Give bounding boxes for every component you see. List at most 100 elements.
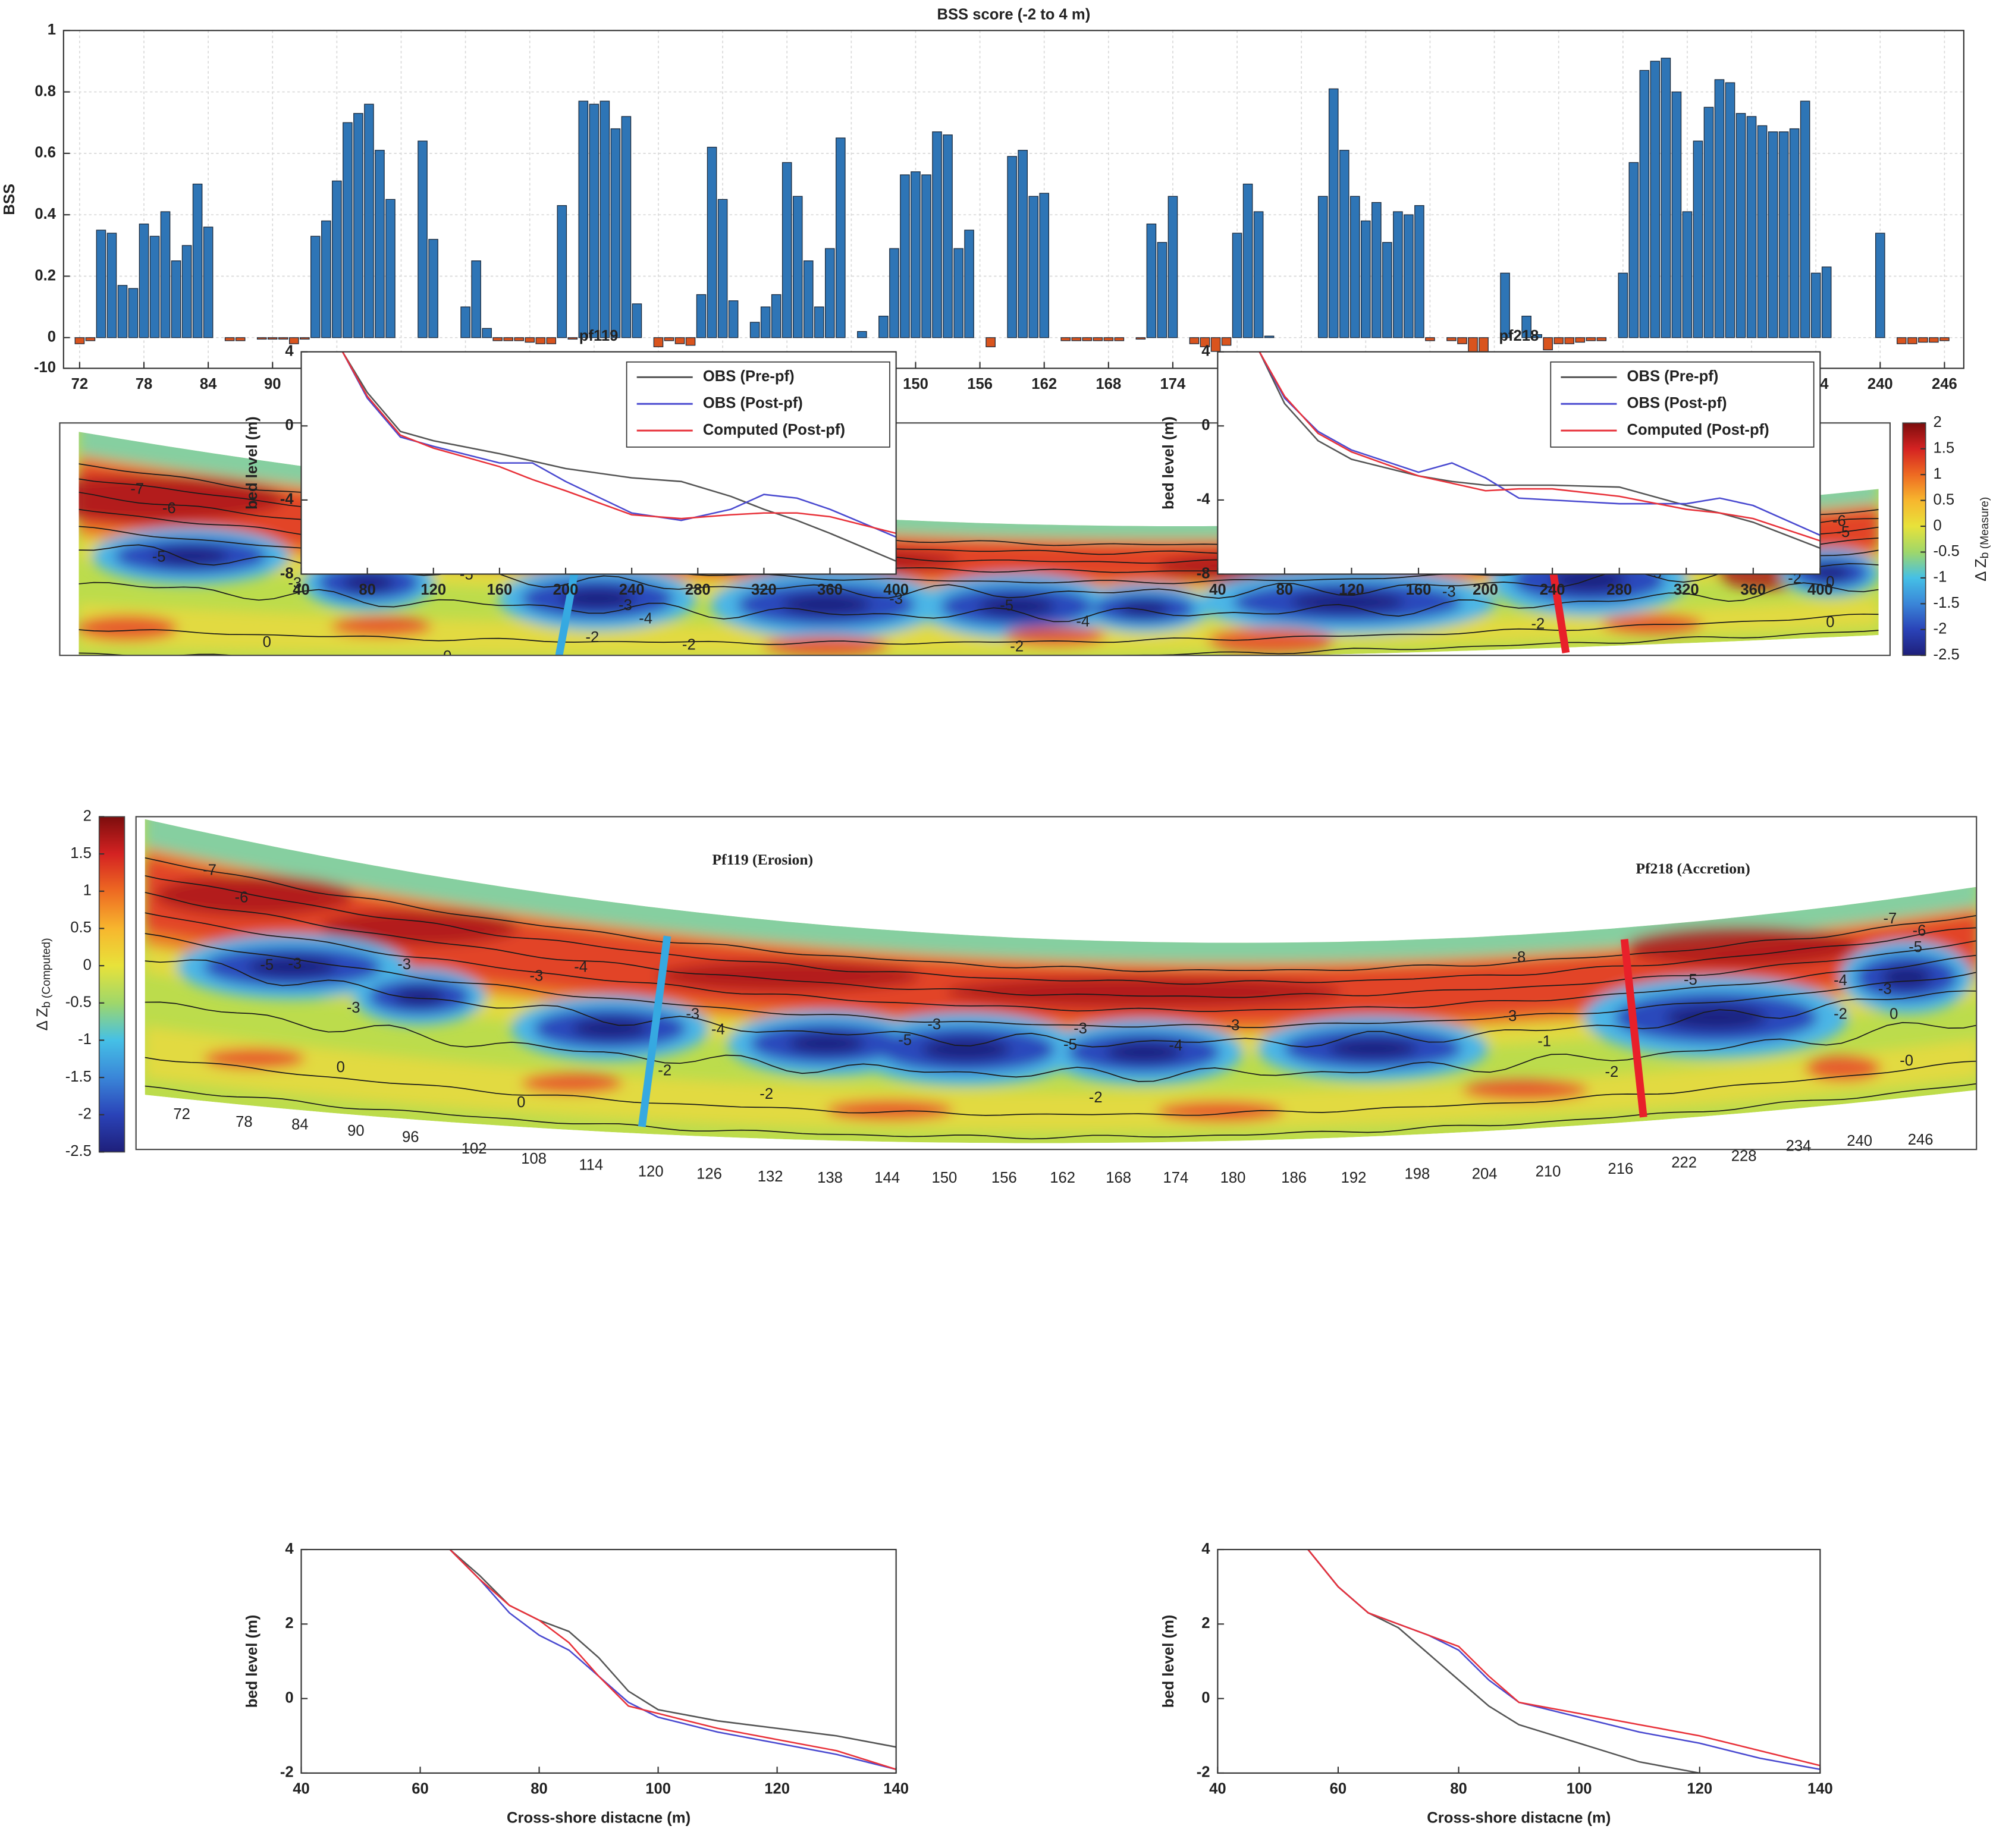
bar [1382,242,1392,338]
bar [375,150,385,338]
bar [106,232,117,338]
bar [632,303,642,338]
contour-label: -4 [574,958,588,975]
y-tick-label: 0.8 [34,83,56,99]
bar [1414,205,1424,338]
contour-line [79,630,1879,656]
bar [1543,337,1553,351]
contour-label: -5 [1836,524,1850,540]
x-tick-label: 320 [751,582,777,598]
y-tick-label: 4 [285,1541,294,1557]
bar [1778,131,1789,338]
axes: -2 0 2 4 40 60 80 100 120 140 [1197,1541,1833,1797]
contour-label: -5 [260,957,274,973]
bar [567,337,578,340]
series-line [1258,351,1821,536]
axes-frame [300,351,897,575]
contour-label: -3 [927,1016,941,1033]
bar [1575,337,1586,343]
bar [546,337,557,344]
bar [1596,337,1607,341]
series-line [1258,351,1821,542]
y-tick-label: -2 [1197,1764,1210,1781]
bar [953,248,963,338]
bar [535,337,546,344]
bar [428,238,438,338]
colorbar-tick-label: 0.5 [1934,491,1955,508]
bar [1500,272,1510,338]
map-blob [1328,1038,1417,1059]
bar [224,337,235,341]
bar [1532,334,1542,338]
colorbar-label-sub: b (Computed) [40,938,53,1007]
x-tick-label: 40 [293,582,310,598]
colorbar-tick-label: -2 [78,1106,92,1123]
profile-tick-label: 162 [1050,1170,1075,1186]
profile-tick-label: 228 [1731,1148,1757,1165]
axes-frame [300,1548,897,1774]
x-tick-label: 120 [764,1781,790,1797]
bar [514,337,525,341]
bar [1157,242,1167,338]
x-tick-label: 400 [1807,582,1833,598]
bar [1661,58,1671,338]
profile-tick-label: 168 [1106,1170,1131,1186]
map-blob [1625,926,1857,967]
map-blob [394,988,445,1006]
bar [1103,337,1114,341]
x-tick-label: 140 [883,1781,909,1797]
contour-label: -3 [529,968,543,985]
map-blob [921,1038,1011,1061]
x-tick-label: 150 [903,376,928,392]
x-tick-label: 240 [1868,376,1893,392]
bar [267,337,278,340]
map-blob [1290,592,1405,612]
colorbar-label-main: Δ Z [1973,558,1989,581]
contour-line [145,857,1977,972]
map-blob [826,1099,953,1120]
bar [492,337,503,341]
bar [1586,337,1596,341]
bar [160,211,171,338]
x-tick-label: 360 [817,582,843,598]
profile-tick-label: 126 [696,1166,722,1183]
colorbar-tick-label: 1 [1934,466,1942,482]
x-tick-label: 80 [531,1781,548,1797]
y-tick-label: 4 [1201,1541,1210,1557]
map-blob [1207,627,1335,653]
contour-label: -5 [1000,597,1013,614]
profile-tick-label: 246 [1908,1132,1934,1148]
y-tick-label: -10 [34,359,56,376]
x-tick-label: 156 [967,376,993,392]
profile-tick-label: 108 [521,1151,547,1167]
contour-label: -5 [152,549,166,565]
profile-tick-label: 240 [1847,1133,1872,1149]
bar [1328,88,1339,338]
y-tick-label: 0 [285,1689,293,1706]
profile-tick-label: 114 [579,1157,603,1174]
y-tick-label: -4 [1197,491,1211,508]
bar [653,337,664,347]
bar [1210,337,1221,352]
contour-label: -5 [1909,939,1922,956]
bar [1253,211,1264,338]
colorbar-tick-label: 2 [83,807,92,824]
x-tick-label: 280 [685,582,711,598]
series-line [341,351,896,538]
bar [343,122,353,338]
colorbar-tick-label: -1 [78,1031,92,1048]
contour-label: -6 [1832,513,1846,529]
bar [288,337,299,344]
x-tick-label: 84 [200,376,217,392]
bar [857,331,867,338]
bar [781,162,792,338]
bar [921,174,931,338]
bar [1404,214,1414,338]
bar [1757,125,1768,338]
bar [1714,79,1725,338]
bar [932,131,942,338]
bar [139,224,149,338]
x-tick-label: 246 [1932,376,1957,392]
bar [1039,193,1050,338]
